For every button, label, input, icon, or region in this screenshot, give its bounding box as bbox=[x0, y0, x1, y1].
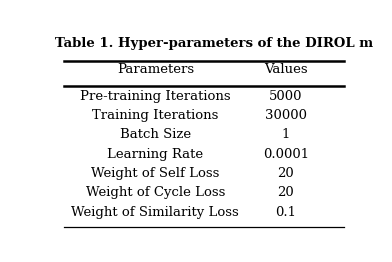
Text: Learning Rate: Learning Rate bbox=[107, 148, 203, 161]
Text: Weight of Cycle Loss: Weight of Cycle Loss bbox=[85, 186, 225, 199]
Text: 0.0001: 0.0001 bbox=[263, 148, 309, 161]
Text: 30000: 30000 bbox=[265, 109, 307, 122]
Text: Values: Values bbox=[264, 63, 308, 76]
Text: 20: 20 bbox=[278, 167, 294, 180]
Text: Weight of Self Loss: Weight of Self Loss bbox=[91, 167, 220, 180]
Text: Weight of Similarity Loss: Weight of Similarity Loss bbox=[71, 206, 239, 219]
Text: Training Iterations: Training Iterations bbox=[92, 109, 218, 122]
Text: Pre-training Iterations: Pre-training Iterations bbox=[80, 90, 230, 102]
Text: 20: 20 bbox=[278, 186, 294, 199]
Text: Parameters: Parameters bbox=[117, 63, 194, 76]
Text: 5000: 5000 bbox=[269, 90, 303, 102]
Text: 1: 1 bbox=[282, 128, 290, 141]
Text: Batch Size: Batch Size bbox=[120, 128, 191, 141]
Text: Table 1. Hyper-parameters of the DIROL m: Table 1. Hyper-parameters of the DIROL m bbox=[55, 37, 373, 51]
Text: 0.1: 0.1 bbox=[276, 206, 296, 219]
